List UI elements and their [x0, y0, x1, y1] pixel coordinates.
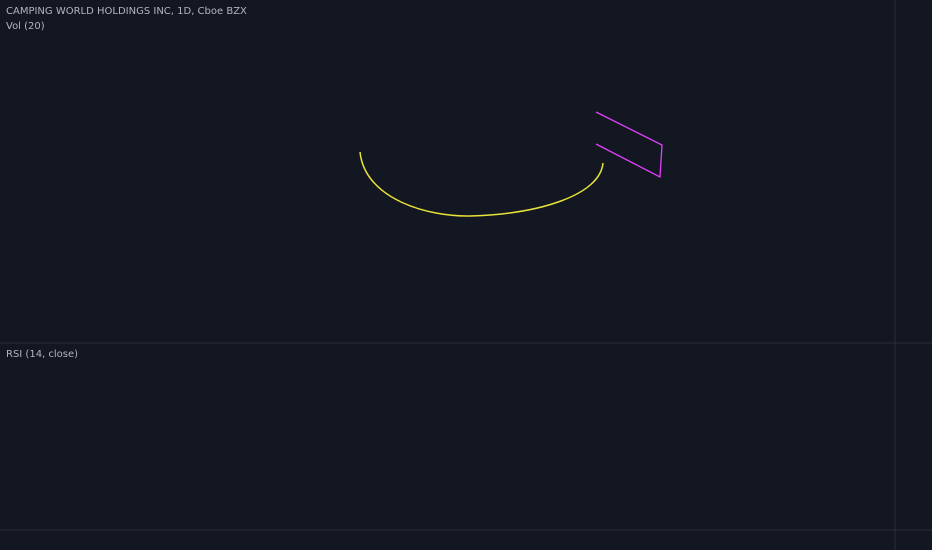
volume-title: Vol (20): [6, 21, 45, 32]
flag-channel: [595, 111, 663, 179]
chart-title: CAMPING WORLD HOLDINGS INC, 1D, Cboe BZX: [6, 6, 247, 17]
rsi-title: RSI (14, close): [6, 349, 78, 360]
cup-drawing: [359, 151, 604, 217]
